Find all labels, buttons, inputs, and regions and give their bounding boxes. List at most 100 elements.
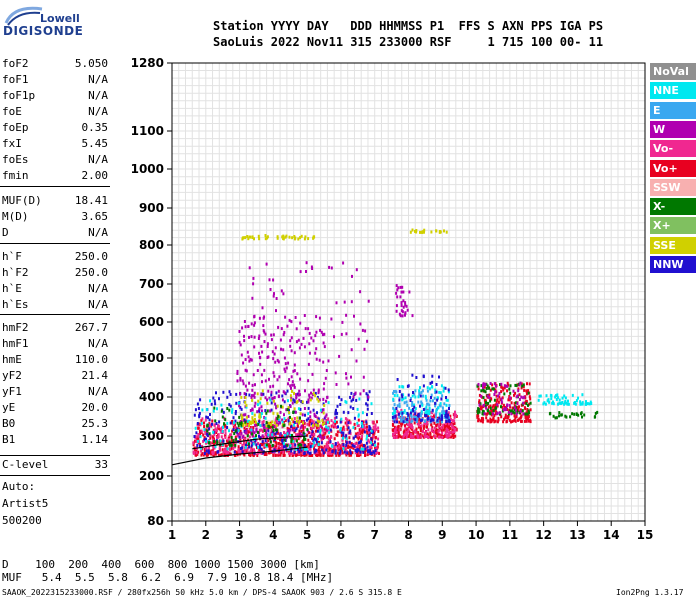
data-point bbox=[211, 419, 214, 423]
data-point bbox=[212, 396, 215, 400]
data-point bbox=[275, 309, 277, 313]
data-point bbox=[520, 415, 523, 419]
data-point bbox=[339, 447, 342, 451]
separator bbox=[0, 243, 110, 244]
data-point bbox=[396, 425, 399, 429]
data-point bbox=[516, 394, 519, 398]
data-point bbox=[427, 428, 430, 432]
data-point bbox=[413, 421, 416, 425]
data-point bbox=[292, 426, 295, 430]
data-point bbox=[445, 424, 448, 428]
data-point bbox=[503, 392, 506, 396]
data-point bbox=[481, 405, 484, 409]
data-point bbox=[414, 407, 417, 410]
data-point bbox=[311, 372, 314, 376]
data-point bbox=[307, 237, 310, 241]
data-point bbox=[398, 398, 401, 402]
data-point bbox=[489, 396, 492, 400]
data-point bbox=[410, 415, 413, 419]
data-point bbox=[515, 408, 517, 412]
data-point bbox=[264, 432, 267, 436]
data-point bbox=[273, 374, 276, 378]
data-point bbox=[419, 432, 422, 436]
param-row-hf: h`F 250.0 bbox=[2, 250, 108, 264]
data-point bbox=[199, 435, 202, 439]
data-point bbox=[253, 314, 256, 318]
data-point bbox=[221, 415, 224, 419]
data-point bbox=[426, 402, 429, 406]
data-point bbox=[502, 403, 505, 407]
data-point bbox=[336, 451, 339, 455]
data-point bbox=[418, 423, 421, 427]
data-point bbox=[254, 401, 257, 405]
data-point bbox=[416, 417, 418, 421]
data-point bbox=[275, 444, 278, 448]
data-point bbox=[365, 446, 368, 450]
data-point bbox=[515, 412, 518, 416]
data-point bbox=[342, 410, 345, 414]
data-point bbox=[222, 425, 224, 429]
data-point bbox=[251, 421, 254, 425]
data-point bbox=[330, 453, 333, 457]
param-name: hmF2 bbox=[2, 321, 29, 334]
data-point bbox=[321, 428, 324, 432]
data-point bbox=[484, 404, 487, 408]
data-point bbox=[253, 413, 256, 417]
data-point bbox=[284, 444, 287, 448]
data-point bbox=[365, 392, 368, 396]
data-point bbox=[321, 408, 324, 412]
data-point bbox=[315, 449, 318, 453]
data-point bbox=[234, 419, 237, 423]
data-point bbox=[231, 421, 234, 425]
data-point bbox=[480, 384, 483, 388]
data-point bbox=[269, 385, 272, 389]
data-point bbox=[302, 336, 305, 340]
data-point bbox=[303, 407, 306, 410]
data-point bbox=[543, 401, 546, 405]
data-point bbox=[526, 415, 529, 419]
data-point bbox=[289, 339, 292, 343]
data-point bbox=[197, 437, 200, 441]
data-point bbox=[506, 389, 509, 393]
data-point bbox=[309, 445, 312, 448]
data-point bbox=[271, 425, 274, 429]
data-point bbox=[522, 401, 525, 405]
data-point bbox=[203, 425, 206, 428]
data-point bbox=[443, 412, 446, 416]
data-point bbox=[353, 314, 355, 318]
data-point bbox=[585, 400, 587, 404]
data-point bbox=[436, 434, 439, 438]
data-point bbox=[424, 432, 427, 435]
data-point bbox=[502, 420, 505, 424]
data-point bbox=[317, 443, 320, 447]
data-point bbox=[315, 330, 318, 334]
data-point bbox=[402, 436, 405, 439]
data-point bbox=[244, 325, 247, 329]
data-point bbox=[270, 338, 273, 342]
data-point bbox=[236, 379, 239, 383]
data-point bbox=[317, 388, 320, 392]
data-point bbox=[222, 450, 225, 454]
data-point bbox=[300, 424, 303, 428]
data-point bbox=[558, 401, 561, 405]
data-point bbox=[510, 420, 512, 424]
data-point bbox=[425, 425, 428, 429]
data-point bbox=[298, 398, 301, 402]
data-point bbox=[268, 421, 271, 425]
data-point bbox=[445, 403, 448, 407]
data-point bbox=[240, 413, 243, 417]
data-point bbox=[217, 435, 220, 439]
data-point bbox=[226, 439, 228, 443]
data-point bbox=[376, 451, 379, 455]
data-point bbox=[523, 388, 526, 392]
data-point bbox=[229, 404, 232, 408]
data-point bbox=[483, 398, 486, 402]
data-point bbox=[243, 450, 246, 454]
data-point bbox=[497, 394, 499, 398]
data-point bbox=[271, 433, 274, 437]
data-point bbox=[252, 453, 255, 457]
data-point bbox=[311, 454, 314, 457]
data-point bbox=[421, 434, 424, 438]
data-point bbox=[436, 396, 439, 400]
data-point bbox=[480, 389, 483, 393]
